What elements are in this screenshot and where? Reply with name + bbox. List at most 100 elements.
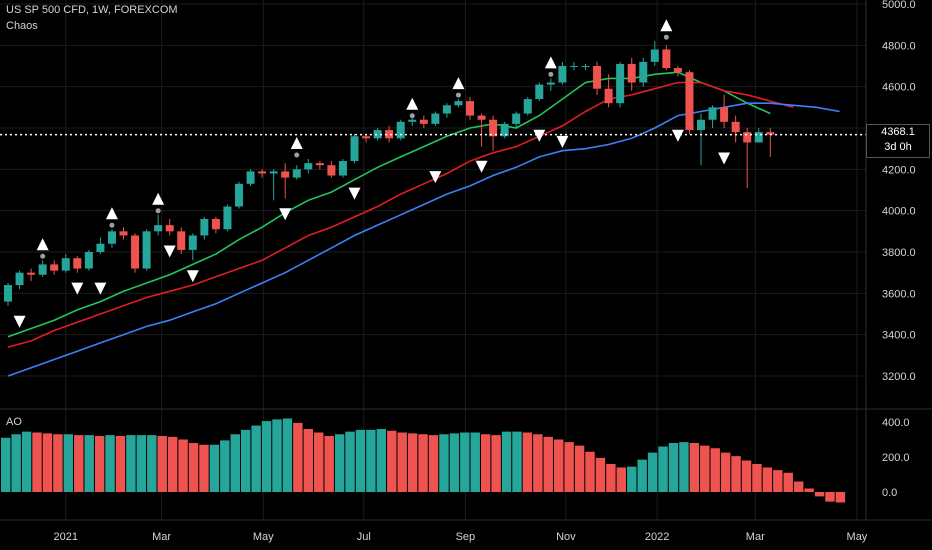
ao-bar	[606, 464, 616, 492]
candle-body	[373, 130, 382, 139]
candle-body	[512, 113, 521, 124]
fractal-up-marker	[660, 19, 673, 32]
candle-body	[754, 132, 763, 143]
candle-body	[569, 66, 578, 67]
ao-bar	[334, 434, 345, 492]
ao-bar	[32, 432, 42, 492]
ao-bar	[136, 435, 147, 492]
ao-bar	[731, 456, 741, 492]
candle-body	[604, 88, 613, 104]
candle-body	[269, 171, 278, 174]
ao-bar	[501, 431, 512, 492]
candle-body	[454, 101, 463, 106]
candle-body	[362, 136, 371, 139]
price-tick-label: 3400.0	[882, 330, 916, 342]
ao-bar	[595, 457, 606, 492]
candle-body	[650, 49, 659, 62]
fractal-up-dot	[409, 113, 415, 119]
ao-bar	[574, 445, 585, 492]
ao-bar	[324, 436, 334, 492]
ao-bar	[814, 492, 825, 497]
ao-bar	[825, 492, 835, 502]
fractal-down-marker	[475, 160, 488, 173]
price-tick-label: 4000.0	[882, 206, 916, 218]
candle-body	[581, 66, 590, 67]
candle-body	[211, 218, 220, 230]
ao-bar	[741, 460, 752, 492]
candle-body	[558, 66, 567, 83]
candle-body	[304, 163, 313, 170]
time-tick-label: Mar	[152, 531, 171, 543]
candle-body	[396, 121, 405, 139]
candle-body	[627, 63, 636, 83]
ao-bar	[84, 435, 94, 492]
candle-body	[477, 115, 486, 120]
time-tick-label: May	[253, 531, 274, 543]
ao-bar	[752, 464, 762, 492]
ao-bar	[585, 451, 595, 492]
ao-bar	[366, 429, 376, 492]
candle-body	[61, 258, 70, 271]
ao-bar	[251, 425, 261, 492]
candle-body	[708, 107, 717, 120]
ao-bar	[491, 435, 501, 492]
candle-body	[697, 119, 705, 131]
ao-bar	[105, 435, 115, 492]
ao-bar	[522, 432, 533, 492]
fractal-up-dot	[155, 208, 161, 214]
candle-body	[766, 132, 775, 135]
fractal-down-marker	[348, 187, 361, 200]
time-tick-label: Jul	[357, 531, 371, 543]
candle-body	[593, 66, 602, 89]
ao-bar	[376, 429, 387, 492]
ao-bar	[303, 429, 314, 492]
ao-bar	[293, 422, 303, 492]
price-tick-label: 4800.0	[882, 40, 916, 52]
fractal-up-marker	[406, 97, 419, 110]
candle-body	[616, 63, 625, 104]
fractal-down-marker	[556, 135, 569, 148]
candle-body	[188, 235, 197, 250]
candle-body	[4, 285, 12, 302]
price-tick-label: 3800.0	[882, 247, 916, 259]
ao-bar	[53, 434, 63, 492]
red-line-series	[7, 81, 794, 348]
ao-bar	[689, 443, 700, 492]
ao-bar	[397, 432, 407, 492]
fractal-up-marker	[36, 238, 49, 251]
time-tick-label: Sep	[456, 531, 476, 543]
ao-bar	[668, 443, 679, 492]
fractal-up-marker	[290, 137, 303, 149]
ao-bar	[345, 431, 355, 492]
candle-body	[119, 231, 128, 236]
candle-body	[500, 123, 509, 137]
ao-bar	[720, 452, 731, 492]
time-tick-label: Nov	[556, 531, 576, 543]
ao-bar	[710, 448, 720, 492]
candle-body	[431, 113, 440, 124]
ao-bar	[21, 431, 32, 492]
candle-body	[315, 163, 324, 166]
fractal-up-dot	[40, 253, 46, 259]
ao-bar	[564, 442, 574, 492]
price-badge-value: 4368.1	[881, 126, 915, 138]
fractal-up-marker	[452, 77, 465, 90]
candle-body	[442, 105, 451, 114]
ao-bar	[167, 436, 178, 492]
ao-bar	[533, 434, 543, 492]
candle-body	[685, 72, 694, 131]
ao-bar	[543, 436, 553, 492]
ao-bar	[220, 440, 230, 492]
ao-bar	[418, 434, 428, 492]
candle-body	[131, 235, 140, 269]
price-tick-label: 3200.0	[882, 371, 916, 383]
ao-bar	[42, 433, 53, 492]
time-tick-label: 2021	[54, 531, 78, 543]
ao-bar	[553, 439, 564, 492]
ao-bar	[115, 436, 126, 492]
candle-body	[662, 49, 671, 69]
fractal-down-marker	[718, 152, 731, 165]
fractal-up-dot	[109, 222, 115, 228]
ao-bar	[147, 435, 157, 492]
